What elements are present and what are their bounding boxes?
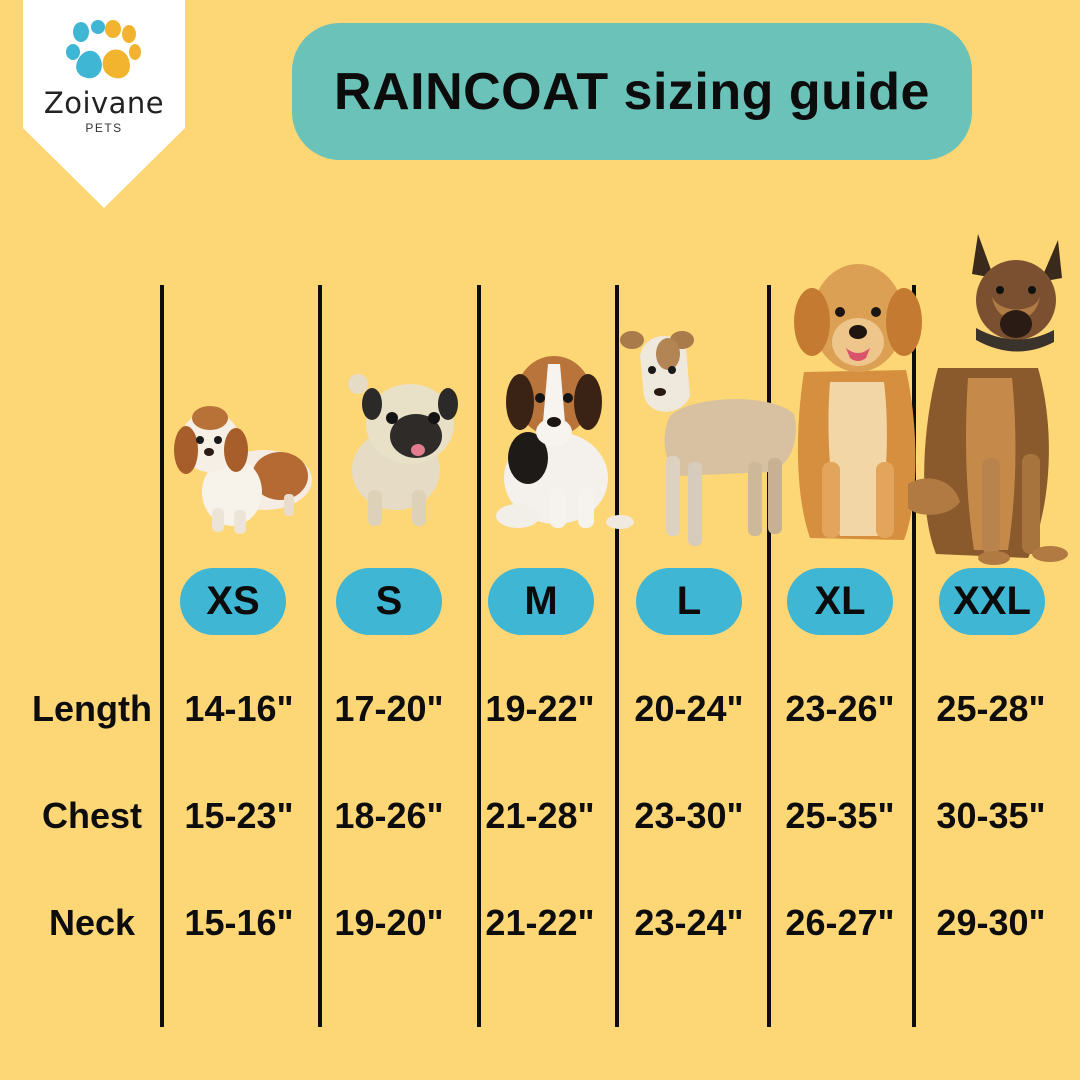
brand-subtitle: PETS [85, 121, 123, 135]
column-divider [318, 285, 322, 1027]
pug-image [348, 374, 458, 526]
title-banner: RAINCOAT sizing guide [292, 23, 972, 160]
length-xxl: 25-28" [936, 688, 1046, 729]
size-pill-xxl: XXL [939, 568, 1045, 635]
row-label-chest: Chest [41, 795, 143, 836]
chest-l: 23-30" [634, 795, 744, 836]
golden-retriever-image [794, 264, 922, 540]
brand-logo: Zoivane PETS [23, 0, 185, 208]
length-xl: 23-26" [785, 688, 895, 729]
size-pill-s: S [336, 568, 442, 635]
column-divider [477, 285, 481, 1027]
column-divider [160, 285, 164, 1027]
brand-name: Zoivane [43, 86, 165, 120]
size-pill-m: M [488, 568, 594, 635]
chest-xl: 25-35" [785, 795, 895, 836]
column-divider [615, 285, 619, 1027]
german-shepherd-image [908, 234, 1068, 565]
neck-l: 23-24" [634, 902, 744, 943]
chest-s: 18-26" [334, 795, 444, 836]
neck-xxl: 29-30" [936, 902, 1046, 943]
row-label-neck: Neck [48, 902, 136, 943]
size-pill-xs: XS [180, 568, 286, 635]
neck-xs: 15-16" [184, 902, 294, 943]
page-title: RAINCOAT sizing guide [334, 62, 930, 121]
neck-m: 21-22" [485, 902, 595, 943]
paw-icon [66, 20, 141, 79]
mixed-breed-dog-image [620, 331, 796, 546]
column-divider [912, 285, 916, 1027]
size-pill-l: L [636, 568, 742, 635]
chest-xs: 15-23" [184, 795, 294, 836]
size-pill-xl: XL [787, 568, 893, 635]
neck-xl: 26-27" [785, 902, 895, 943]
shih-tzu-image [174, 406, 312, 534]
column-divider [767, 285, 771, 1027]
length-xs: 14-16" [184, 688, 294, 729]
length-s: 17-20" [334, 688, 444, 729]
chest-xxl: 30-35" [936, 795, 1046, 836]
neck-s: 19-20" [334, 902, 444, 943]
length-l: 20-24" [634, 688, 744, 729]
row-label-length: Length [32, 688, 152, 729]
logo-badge-shape [23, 0, 185, 208]
beagle-puppy-image [496, 356, 634, 529]
chest-m: 21-28" [485, 795, 595, 836]
length-m: 19-22" [485, 688, 595, 729]
